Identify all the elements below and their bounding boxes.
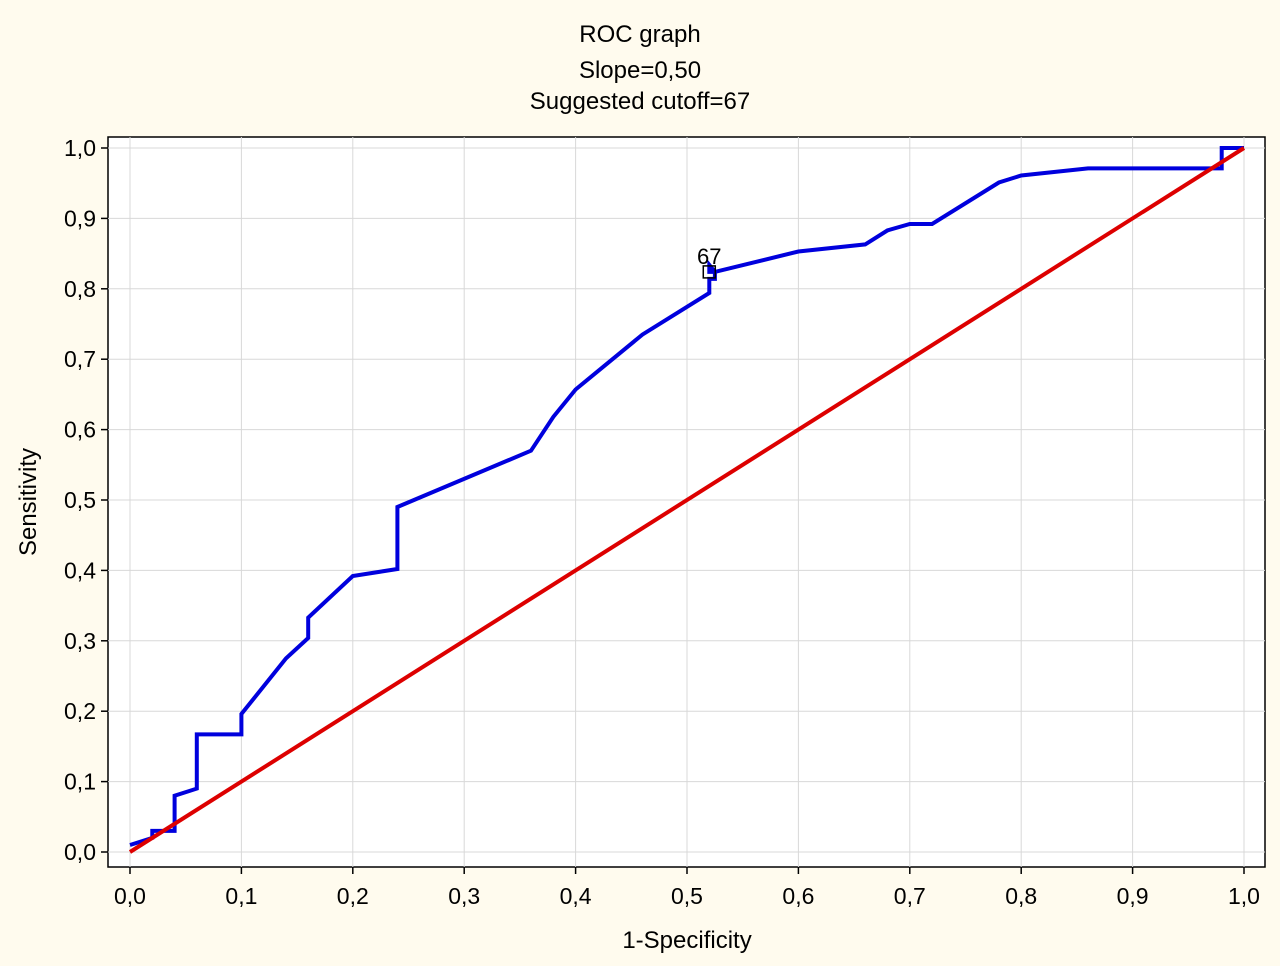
y-axis-label: Sensitivity bbox=[15, 448, 42, 556]
y-tick-label: 0,6 bbox=[64, 417, 96, 443]
cutoff-marker bbox=[702, 265, 717, 279]
chart-title: ROC graph bbox=[579, 21, 700, 48]
x-tick-label: 0,6 bbox=[782, 883, 814, 909]
chart-subtitle-cutoff: Suggested cutoff=67 bbox=[530, 88, 750, 115]
y-tick-label: 0,1 bbox=[64, 769, 96, 795]
x-axis-label: 1-Specificity bbox=[622, 927, 751, 954]
chart-subtitle-slope: Slope=0,50 bbox=[579, 57, 701, 84]
y-tick-label: 0,5 bbox=[64, 487, 96, 513]
series-layer bbox=[128, 146, 1246, 854]
y-tick-label: 0,2 bbox=[64, 698, 96, 724]
y-axis: 0,0 0,1 0,2 0,3 0,4 0,5 0,6 0,7 0,8 0,9 1,0 bbox=[64, 135, 108, 865]
y-tick-label: 0,7 bbox=[64, 346, 96, 372]
y-tick-label: 0,0 bbox=[64, 839, 96, 865]
x-tick-label: 0,5 bbox=[671, 883, 703, 909]
roc-curve-line bbox=[129, 146, 1244, 847]
y-tick-label: 0,4 bbox=[64, 557, 96, 583]
x-axis: 0,0 0,1 0,2 0,3 0,4 0,5 0,6 0,7 0,8 0,9 1,0 bbox=[114, 867, 1260, 909]
y-tick-label: 0,8 bbox=[64, 276, 96, 302]
reference-diagonal-line bbox=[128, 146, 1246, 854]
x-tick-label: 0,4 bbox=[560, 883, 592, 909]
y-tick-label: 1,0 bbox=[64, 135, 96, 161]
x-tick-label: 0,9 bbox=[1117, 883, 1149, 909]
cutoff-label: 67 bbox=[697, 244, 721, 269]
grid-lines bbox=[108, 137, 1265, 867]
x-tick-label: 0,3 bbox=[448, 883, 480, 909]
y-tick-label: 0,9 bbox=[64, 205, 96, 231]
annotation-layer: 67 bbox=[697, 244, 722, 279]
y-tick-label: 0,3 bbox=[64, 628, 96, 654]
x-tick-label: 0,1 bbox=[225, 883, 257, 909]
x-tick-label: 0,7 bbox=[894, 883, 926, 909]
x-tick-label: 0,8 bbox=[1005, 883, 1037, 909]
x-tick-label: 0,2 bbox=[337, 883, 369, 909]
x-tick-label: 0,0 bbox=[114, 883, 146, 909]
x-tick-label: 1,0 bbox=[1228, 883, 1260, 909]
